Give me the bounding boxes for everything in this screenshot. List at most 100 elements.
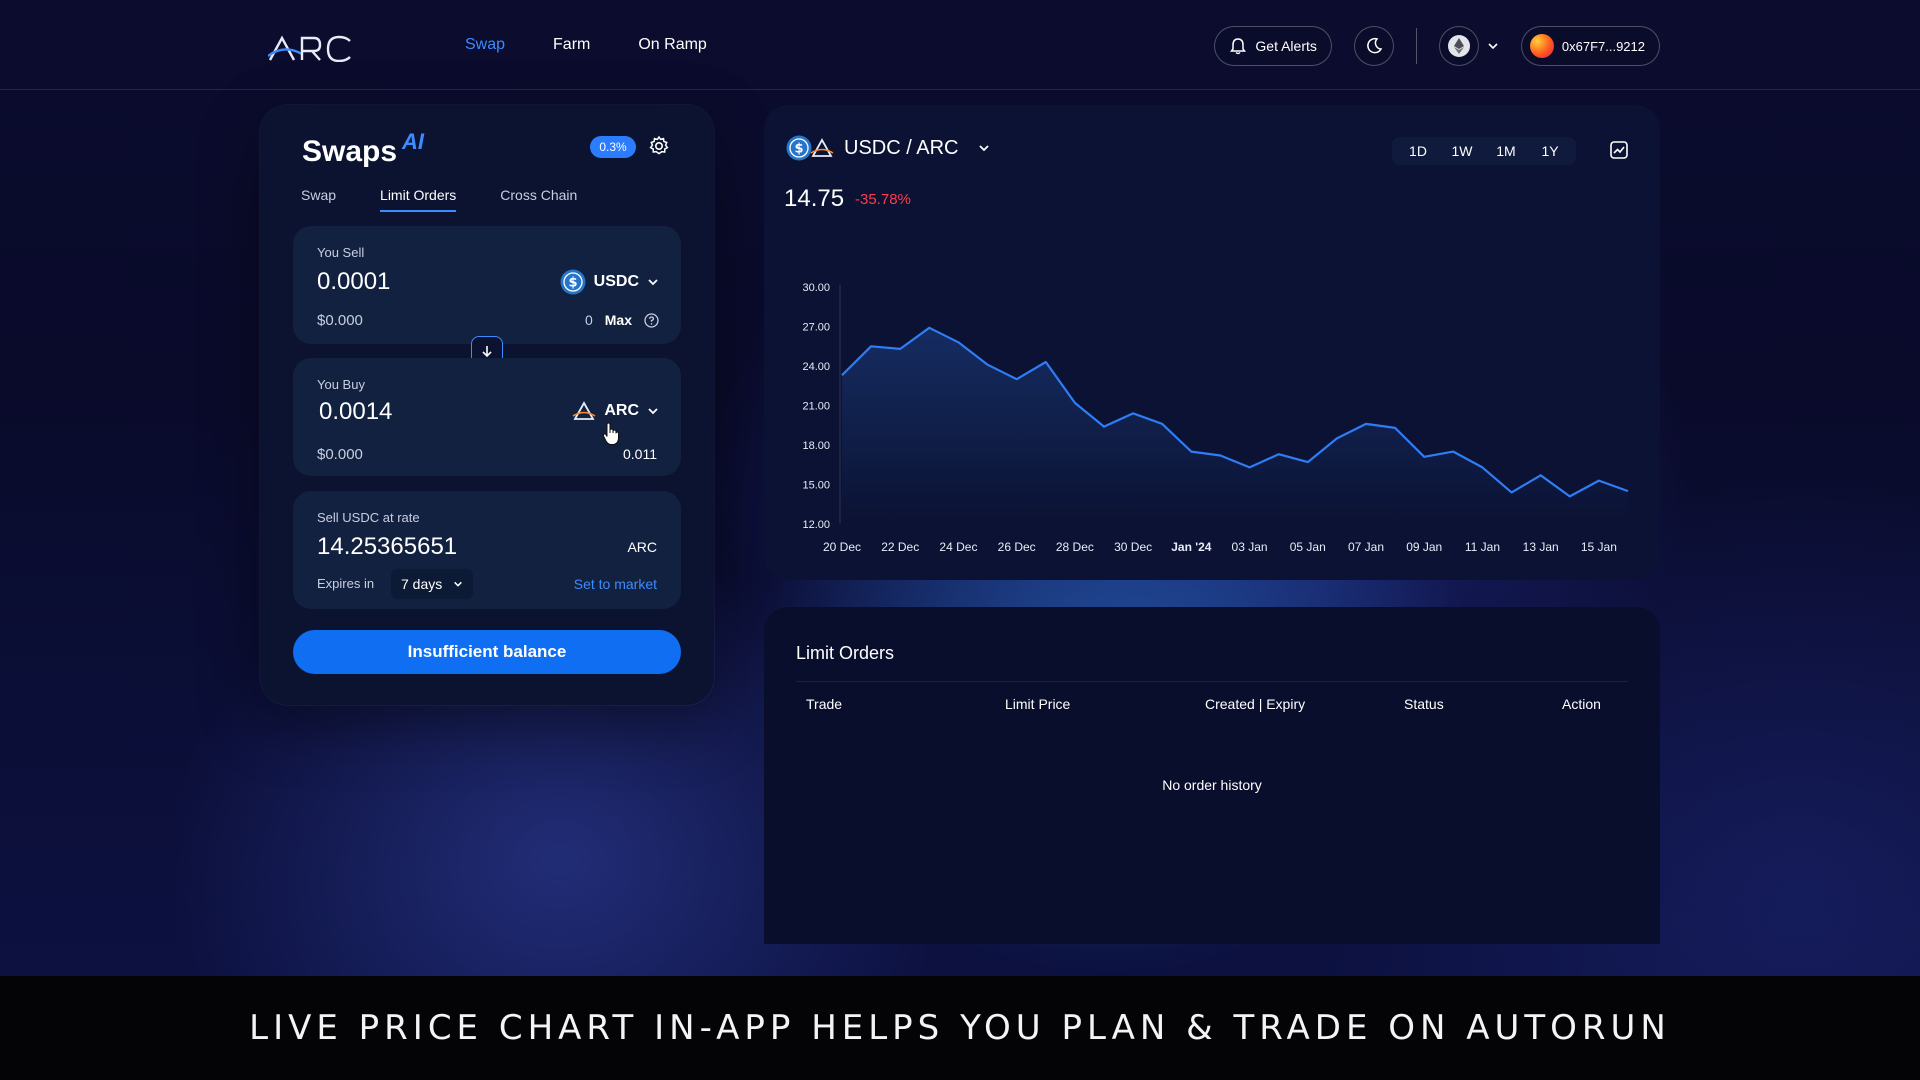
- sell-usd-value: $0.000: [317, 312, 363, 329]
- chevron-down-icon: [1488, 43, 1498, 50]
- svg-text:$: $: [794, 142, 803, 157]
- y-tick-label: 30.00: [802, 282, 830, 294]
- chevron-down-icon: [648, 279, 658, 286]
- limit-orders-card: Limit Orders Trade Limit Price Created |…: [764, 607, 1660, 944]
- chart-y-ticks: 30.00 27.00 24.00 21.00 18.00 15.00 12.00: [802, 282, 830, 531]
- rate-input[interactable]: 14.25365651: [317, 533, 458, 560]
- y-tick-label: 18.00: [802, 440, 830, 452]
- nav-on-ramp[interactable]: On Ramp: [638, 36, 707, 53]
- x-tick-label: Jan '24: [1171, 540, 1212, 554]
- usdc-icon: $: [786, 135, 812, 161]
- nav-swap[interactable]: Swap: [465, 36, 506, 53]
- moon-icon: [1366, 37, 1383, 54]
- sell-token-selector[interactable]: $ USDC: [560, 269, 659, 295]
- help-icon[interactable]: [644, 312, 659, 328]
- swap-tabs: Swap Limit Orders Cross Chain: [301, 187, 577, 212]
- nav-farm[interactable]: Farm: [553, 36, 591, 53]
- tab-swap[interactable]: Swap: [301, 187, 337, 203]
- set-to-market-link[interactable]: Set to market: [573, 576, 657, 592]
- chevron-down-icon: [979, 145, 990, 152]
- chevron-down-icon: [648, 408, 658, 415]
- current-price: 14.75: [784, 185, 845, 212]
- wallet-address: 0x67F7...9212: [1561, 38, 1645, 54]
- range-1m[interactable]: 1M: [1496, 143, 1516, 159]
- sell-balance-row: 0 Max: [585, 312, 659, 328]
- y-tick-label: 15.00: [802, 480, 830, 492]
- expiry-value: 7 days: [401, 576, 443, 592]
- swap-panel: Swaps AI 0.3% Swap Limit Orders Cross Ch…: [260, 105, 714, 705]
- expiry-select[interactable]: 7 days: [391, 569, 473, 599]
- insufficient-balance-button[interactable]: Insufficient balance: [293, 630, 681, 674]
- svg-text:$: $: [568, 276, 577, 291]
- range-1d[interactable]: 1D: [1409, 143, 1427, 159]
- arrow-down-icon: [482, 346, 492, 358]
- chart-x-ticks: 20 Dec 22 Dec 24 Dec 26 Dec 28 Dec 30 Dec Jan …: [823, 540, 1617, 554]
- bell-icon: [1230, 38, 1247, 55]
- sell-token-label: USDC: [593, 273, 639, 290]
- range-1y[interactable]: 1Y: [1541, 143, 1559, 159]
- get-alerts-label: Get Alerts: [1255, 38, 1317, 54]
- tab-limit-orders[interactable]: Limit Orders: [380, 187, 457, 212]
- y-tick-label: 12.00: [802, 519, 830, 531]
- pair-label: USDC / ARC: [844, 136, 959, 159]
- orders-empty-state: No order history: [1162, 777, 1262, 793]
- wallet-button[interactable]: 0x67F7...9212: [1520, 26, 1660, 66]
- theme-toggle-button[interactable]: [1353, 26, 1394, 66]
- network-button[interactable]: [1438, 26, 1479, 66]
- chart-price-line: [841, 326, 1629, 498]
- pair-selector[interactable]: $ USDC / ARC: [786, 135, 990, 161]
- arc-logo[interactable]: [268, 34, 354, 62]
- ethereum-icon: [1447, 35, 1470, 57]
- expires-label: Expires in: [317, 576, 375, 591]
- buy-balance: 0.011: [623, 446, 657, 462]
- top-header: Swap Farm On Ramp Get Alerts: [0, 0, 1920, 90]
- usdc-icon: $: [560, 269, 586, 295]
- x-tick-label: 26 Dec: [998, 540, 1036, 554]
- caption-text: LIVE PRICE CHART IN-APP HELPS YOU PLAN &…: [249, 1008, 1671, 1048]
- rate-token: ARC: [627, 539, 657, 555]
- chevron-down-icon: [454, 581, 462, 587]
- x-tick-label: 24 Dec: [939, 540, 977, 554]
- x-tick-label: 28 Dec: [1056, 540, 1094, 554]
- y-tick-label: 24.00: [802, 361, 830, 373]
- orders-divider: [796, 681, 1628, 682]
- column-status: Status: [1404, 696, 1444, 712]
- tab-cross-chain[interactable]: Cross Chain: [500, 187, 578, 203]
- chart-area-fill: [842, 327, 1628, 524]
- buy-usd-value: $0.000: [317, 446, 363, 463]
- column-created-expiry: Created | Expiry: [1205, 696, 1306, 712]
- x-tick-label: 05 Jan: [1290, 540, 1326, 554]
- x-tick-label: 15 Jan: [1581, 540, 1617, 554]
- network-selector[interactable]: [1438, 26, 1499, 66]
- gear-icon[interactable]: [648, 135, 670, 157]
- pair-icons: $: [786, 135, 834, 161]
- wallet-avatar: [1529, 34, 1554, 58]
- time-range-selector: 1D 1W 1M 1Y: [1392, 137, 1576, 165]
- rate-label: Sell USDC at rate: [317, 510, 420, 525]
- swap-title: Swaps: [302, 135, 398, 168]
- y-tick-label: 27.00: [802, 322, 830, 334]
- orders-title: Limit Orders: [796, 643, 895, 663]
- chart-type-icon[interactable]: [1610, 141, 1628, 159]
- main-nav: Swap Farm On Ramp: [465, 36, 707, 54]
- x-tick-label: 13 Jan: [1523, 540, 1559, 554]
- get-alerts-button[interactable]: Get Alerts: [1214, 26, 1332, 66]
- column-limit-price: Limit Price: [1005, 696, 1071, 712]
- sell-box: You Sell 0.0001 $ USDC $0.000 0 Max: [293, 226, 681, 344]
- buy-token-label: ARC: [604, 402, 639, 419]
- max-button[interactable]: Max: [604, 312, 632, 328]
- x-tick-label: 09 Jan: [1406, 540, 1442, 554]
- price-chart-card: $ USDC / ARC 14.75 -35.78% 1D 1W 1M 1Y: [764, 105, 1660, 580]
- sell-label: You Sell: [317, 245, 365, 260]
- range-1w[interactable]: 1W: [1451, 143, 1473, 159]
- sell-amount-input[interactable]: 0.0001: [317, 268, 391, 295]
- column-action: Action: [1562, 696, 1601, 712]
- buy-amount-input[interactable]: 0.0014: [319, 398, 393, 425]
- buy-token-selector[interactable]: ARC: [572, 400, 659, 422]
- x-tick-label: 07 Jan: [1348, 540, 1384, 554]
- fee-badge[interactable]: 0.3%: [590, 136, 636, 158]
- sell-balance: 0: [584, 312, 593, 328]
- y-tick-label: 21.00: [802, 401, 830, 413]
- price-change: -35.78%: [855, 191, 911, 208]
- arc-token-icon: [572, 401, 596, 420]
